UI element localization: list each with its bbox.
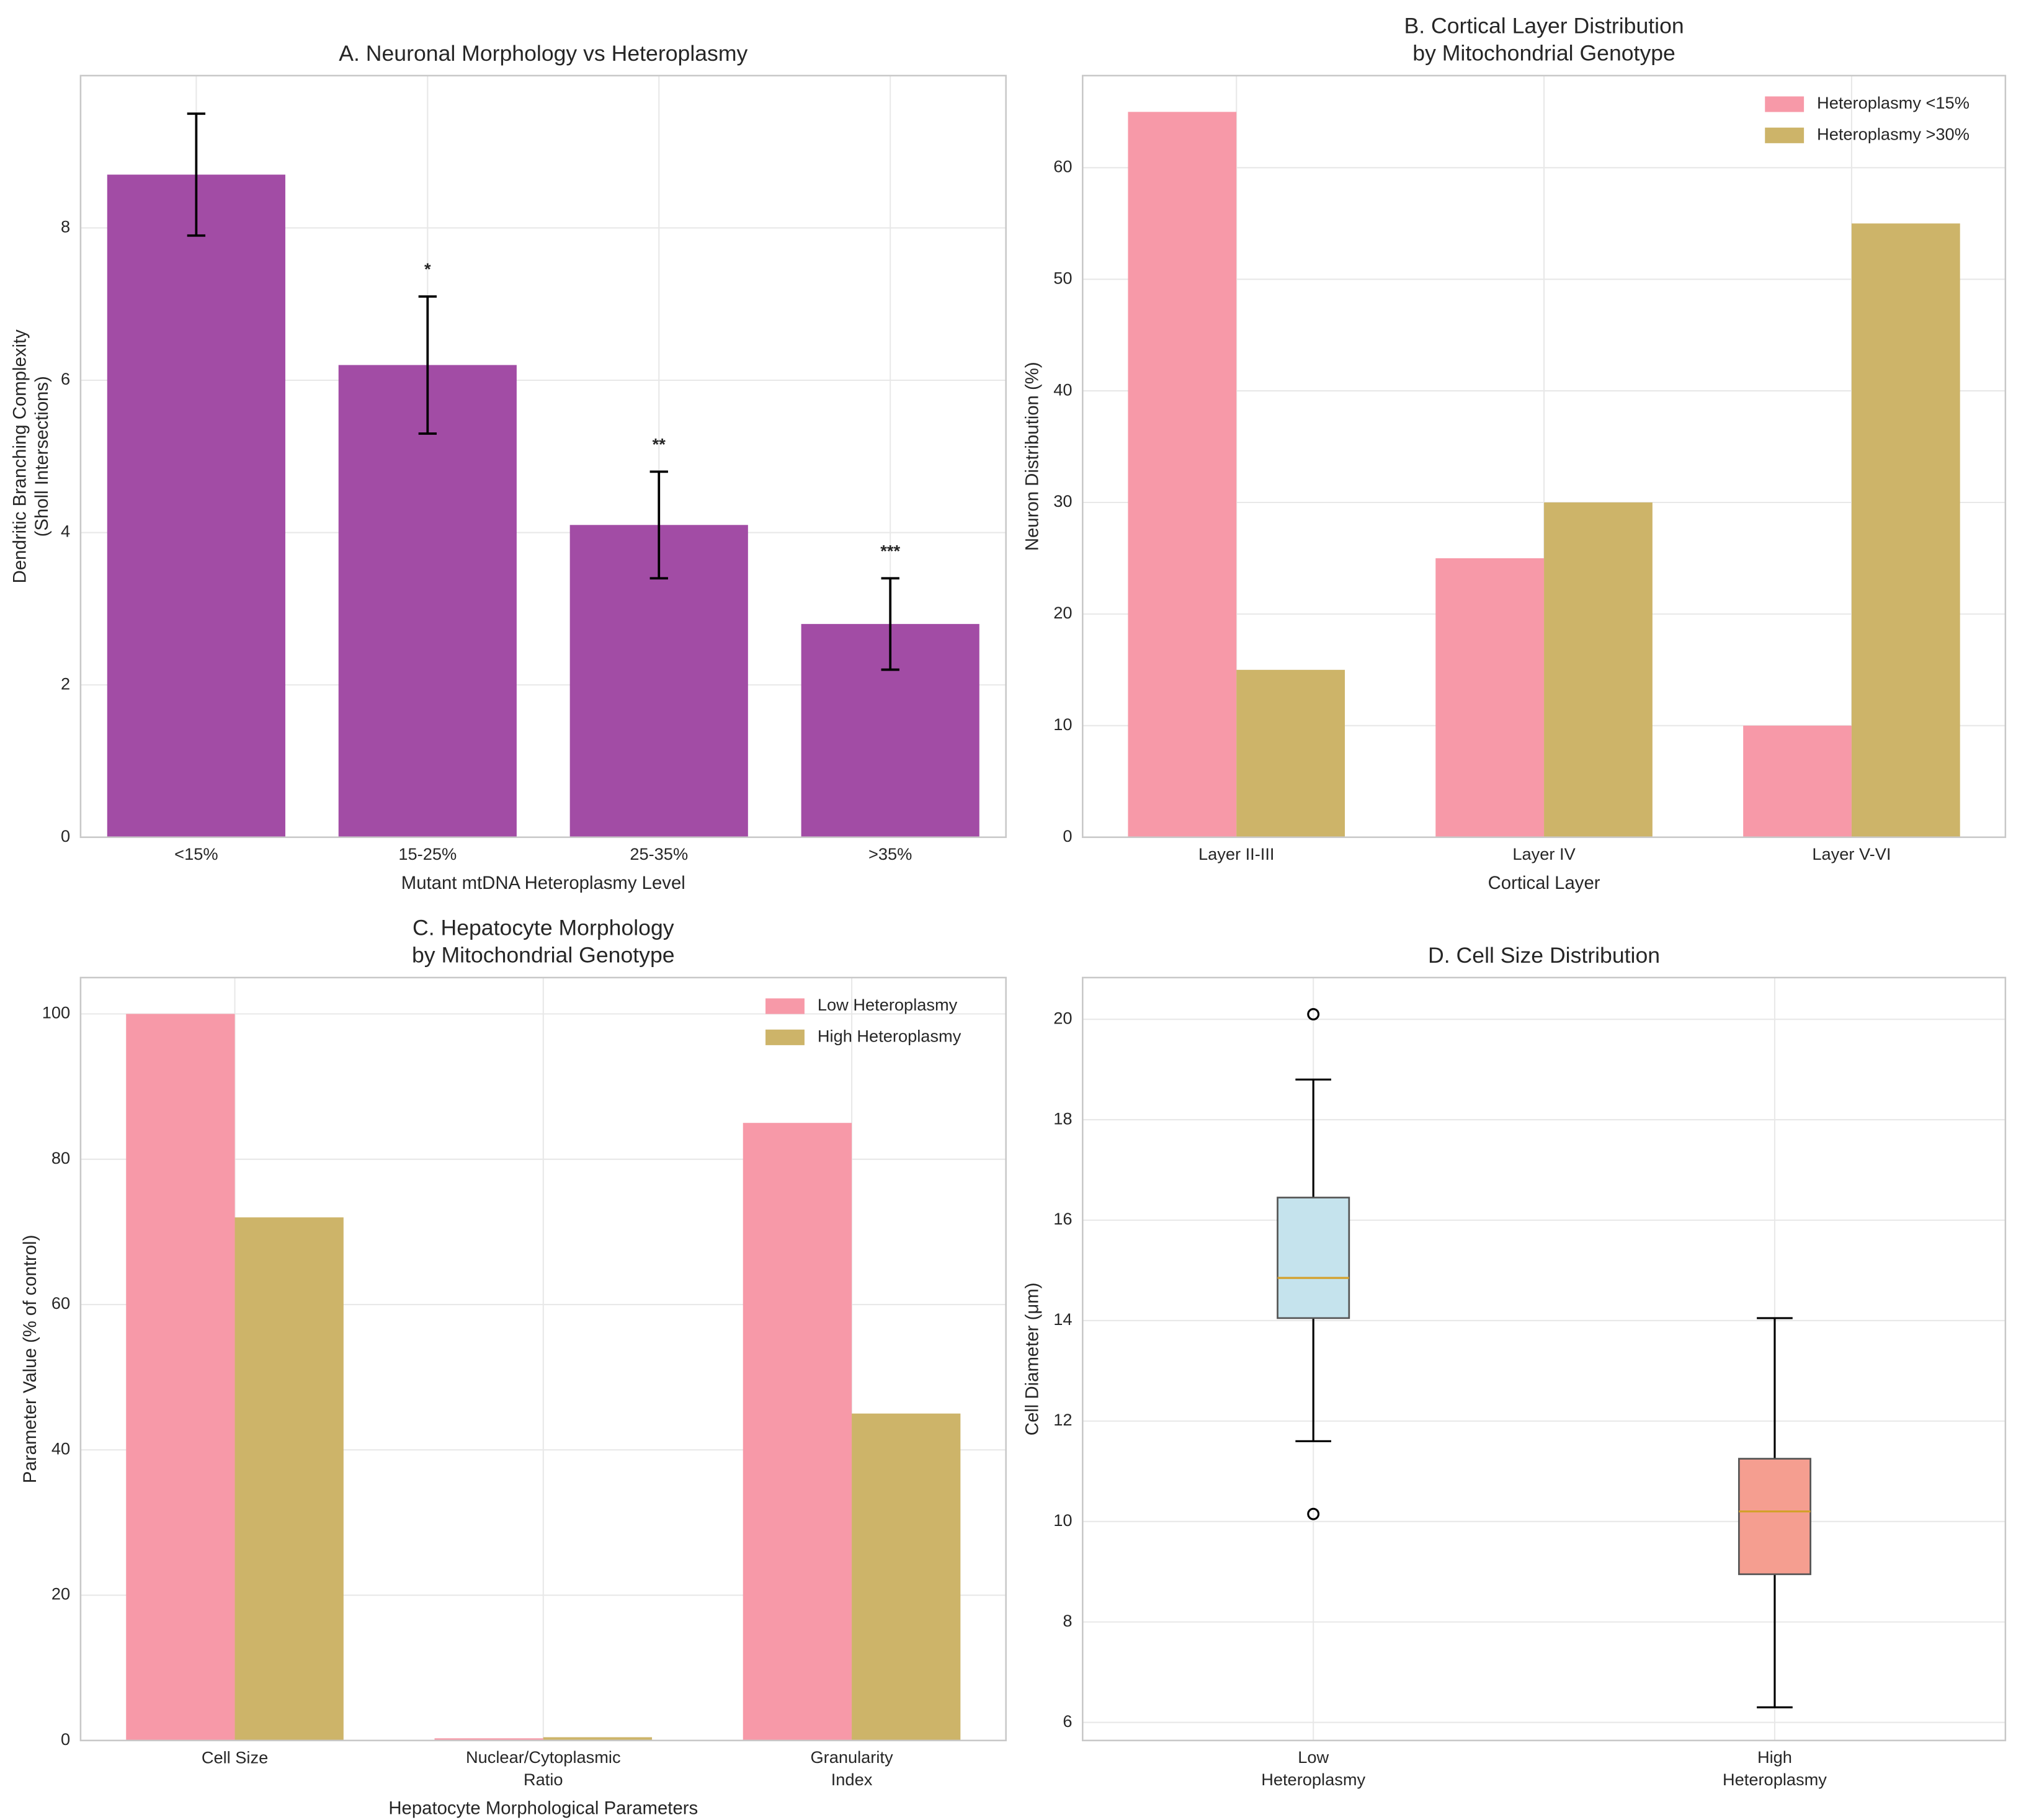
- plot-frame: [1082, 74, 2007, 838]
- plot-frame: [79, 74, 1007, 838]
- y-tick-label: 20: [1053, 603, 1072, 622]
- flier: [1307, 1507, 1320, 1520]
- y-axis-label: Neuron Distribution (%): [1022, 362, 1042, 551]
- y-tick-label: 40: [51, 1439, 70, 1458]
- y-tick-label: 2: [61, 674, 70, 693]
- bar: [234, 1217, 344, 1741]
- y-tick-label: 8: [61, 217, 70, 236]
- y-tick-label: 50: [1053, 268, 1072, 287]
- legend-swatch: [1765, 96, 1805, 112]
- x-tick-label: Layer II-III: [1198, 844, 1275, 863]
- y-tick-label: 40: [1053, 380, 1072, 399]
- bar: [126, 1014, 235, 1741]
- bar: [1743, 725, 1852, 837]
- bar: [1851, 223, 1960, 837]
- y-tick-label: 0: [61, 1729, 70, 1749]
- y-tick-label: 20: [51, 1584, 70, 1604]
- bar: [1128, 112, 1237, 837]
- chart-title: A. Neuronal Morphology vs Heteroplasmy: [339, 41, 747, 66]
- x-tick-label: <15%: [174, 844, 218, 863]
- legend-swatch: [1765, 127, 1805, 143]
- x-tick-label: Cell Size: [202, 1747, 268, 1767]
- box: [1277, 1197, 1350, 1319]
- error-bar: [649, 470, 668, 580]
- plot-area: [1082, 977, 2005, 1741]
- x-tick-label: Low Heteroplasmy: [1261, 1747, 1365, 1789]
- error-bar: [881, 577, 899, 671]
- x-tick-label: 25-35%: [630, 844, 688, 863]
- y-tick-label: 8: [1063, 1611, 1072, 1630]
- plot-frame: [79, 976, 1007, 1742]
- bar: [107, 174, 285, 837]
- error-bar: [187, 112, 206, 237]
- x-tick-label: Granularity Index: [810, 1747, 893, 1789]
- y-tick-label: 100: [42, 1003, 70, 1022]
- significance-label: *: [424, 259, 431, 279]
- y-tick-label: 60: [1053, 156, 1072, 176]
- y-tick-label: 20: [1053, 1008, 1072, 1027]
- x-tick-label: 15-25%: [398, 844, 457, 863]
- y-tick-label: 80: [51, 1148, 70, 1167]
- x-axis-label: Cortical Layer: [1488, 873, 1600, 893]
- x-tick-label: High Heteroplasmy: [1723, 1747, 1827, 1789]
- bar: [1544, 502, 1653, 837]
- legend-label: Low Heteroplasmy: [818, 995, 958, 1014]
- chart-title: D. Cell Size Distribution: [1428, 943, 1660, 968]
- y-tick-label: 6: [1063, 1711, 1072, 1731]
- y-tick-label: 12: [1053, 1410, 1072, 1429]
- flier: [1307, 1008, 1320, 1021]
- y-axis-label: Parameter Value (% of control): [20, 1235, 40, 1483]
- chart-title: C. Hepatocyte Morphology by Mitochondrial…: [412, 916, 675, 968]
- bar: [434, 1738, 543, 1741]
- x-axis-label: Hepatocyte Morphological Parameters: [388, 1798, 698, 1819]
- y-tick-label: 6: [61, 369, 70, 388]
- legend-label: High Heteroplasmy: [818, 1027, 961, 1046]
- bar: [1435, 558, 1545, 837]
- x-tick-label: Layer IV: [1512, 844, 1576, 863]
- bar: [852, 1413, 961, 1741]
- bar: [1236, 669, 1345, 837]
- significance-label: ***: [880, 542, 900, 561]
- y-tick-label: 0: [1063, 826, 1072, 845]
- y-tick-label: 60: [51, 1293, 70, 1313]
- x-axis-label: Mutant mtDNA Heteroplasmy Level: [401, 873, 685, 893]
- legend-label: Heteroplasmy >30%: [1817, 124, 1970, 143]
- chart-title: B. Cortical Layer Distribution by Mitocho…: [1404, 14, 1684, 66]
- error-bar: [418, 295, 437, 435]
- bar: [338, 365, 517, 837]
- bar: [743, 1123, 852, 1741]
- significance-label: **: [653, 435, 666, 454]
- x-tick-label: Layer V-VI: [1812, 844, 1891, 863]
- box: [1738, 1458, 1811, 1576]
- x-tick-label: Nuclear/Cytoplasmic Ratio: [466, 1747, 621, 1789]
- legend-swatch: [765, 1029, 805, 1045]
- y-axis-label: Dendritic Branching Complexity (Sholl Int…: [9, 329, 52, 583]
- legend-label: Heteroplasmy <15%: [1817, 93, 1970, 112]
- legend-swatch: [765, 998, 805, 1014]
- y-axis-label: Cell Diameter (μm): [1022, 1283, 1042, 1436]
- x-tick-label: >35%: [868, 844, 912, 863]
- bar: [543, 1737, 653, 1741]
- y-tick-label: 30: [1053, 491, 1072, 511]
- y-tick-label: 10: [1053, 1510, 1072, 1530]
- y-tick-label: 14: [1053, 1309, 1072, 1329]
- y-tick-label: 10: [1053, 715, 1072, 734]
- y-tick-label: 16: [1053, 1209, 1072, 1228]
- y-tick-label: 4: [61, 522, 70, 541]
- y-tick-label: 0: [61, 826, 70, 845]
- plot-frame: [1082, 976, 2007, 1742]
- y-tick-label: 18: [1053, 1109, 1072, 1128]
